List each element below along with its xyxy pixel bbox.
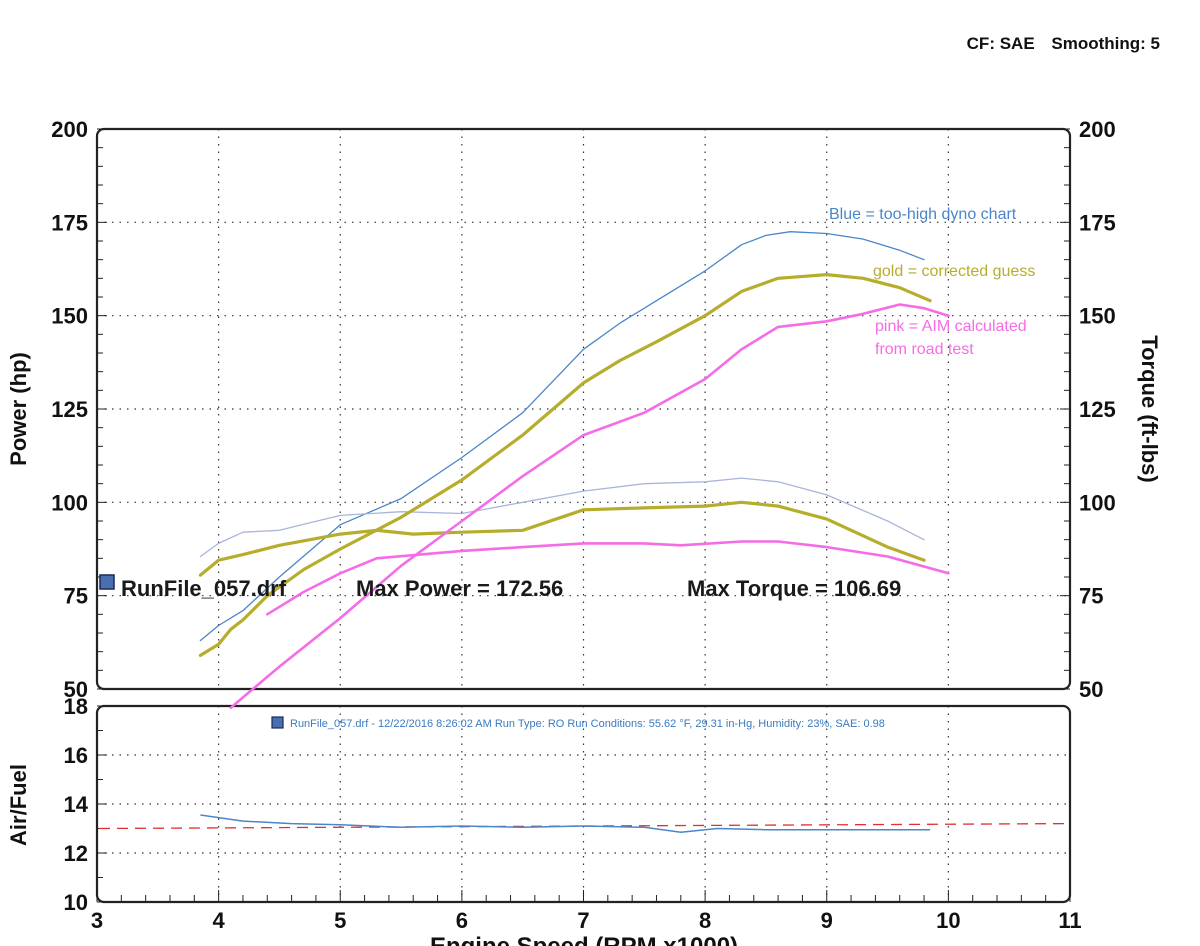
summary-file-label: RunFile_057.drf [121,576,287,601]
power-tick-label: 75 [64,584,88,609]
power-tick-label: 150 [51,304,88,329]
torque-tick-label: 75 [1079,584,1103,609]
file-icon [99,574,115,590]
rpm-tick-label: 9 [821,908,833,933]
chart-header: CF: SAE Smoothing: 5 [967,34,1160,54]
series-afr [200,814,931,833]
torque-axis-label: Torque (ft-lbs) [1137,335,1162,482]
power-tick-label: 50 [64,677,88,702]
afr-legend-text: RunFile_057.drf - 12/22/2016 8:26:02 AM … [290,718,885,730]
series-gold-power [198,273,932,657]
torque-tick-label: 50 [1079,677,1103,702]
annotation-gold: gold = corrected guess [873,263,1035,280]
annotation-blue: Blue = too-high dyno chart [829,206,1017,223]
series-blue-power [199,231,925,642]
afr-tick-label: 12 [64,841,88,866]
series-pink-torque [266,540,950,616]
power-axis-label: Power (hp) [6,352,31,466]
series-blue_light-torque [199,477,925,558]
power-tick-label: 200 [51,117,88,142]
torque-tick-label: 125 [1079,397,1116,422]
torque-tick-label: 150 [1079,304,1116,329]
afr-tick-label: 10 [64,890,88,915]
series-pink-power [229,303,950,709]
smoothing-label: Smoothing: 5 [1051,34,1160,53]
rpm-tick-label: 6 [456,908,468,933]
summary-max-power: Max Power = 172.56 [356,576,563,601]
rpm-tick-label: 11 [1058,908,1081,933]
torque-tick-label: 200 [1079,117,1116,142]
afr-grid [97,706,1070,902]
power-tick-label: 125 [51,397,88,422]
afr-tick-label: 18 [64,694,88,719]
rpm-tick-label: 8 [699,908,711,933]
rpm-tick-label: 5 [334,908,346,933]
torque-tick-label: 100 [1079,490,1116,515]
rpm-tick-label: 4 [213,908,226,933]
afr-series: RunFile_057.drf - 12/22/2016 8:26:02 AM … [98,716,1069,833]
afr-axis-label: Air/Fuel [6,764,31,846]
afr-tick-label: 14 [64,792,89,817]
power-tick-label: 100 [51,490,88,515]
power-grid [97,129,1070,689]
power-axis-ticks: 50 50 75 75 100 100 125 125 150 150 175 175 200 200 [51,117,1115,702]
rpm-tick-label: 10 [936,908,960,933]
correction-factor-label: CF: SAE [966,34,1035,53]
afr-axis-ticks: 10 12 14 16 18 3 4 5 6 7 8 9 10 11 [64,694,1082,933]
annotation-pink: from road test [875,341,974,358]
summary-max-torque: Max Torque = 106.69 [687,576,901,601]
dyno-series: Blue = too-high dyno chart gold = correct… [99,206,1035,709]
power-tick-label: 175 [51,210,88,235]
rpm-axis-label: Engine Speed (RPM x1000) [430,933,738,946]
torque-tick-label: 175 [1079,210,1116,235]
series-gold-torque [198,500,926,577]
annotation-pink: pink = AIM calculated [875,318,1027,335]
axis-labels: Power (hp) Torque (ft-lbs) Air/Fuel Engine … [6,335,1162,946]
rpm-tick-label: 3 [91,908,103,933]
afr-tick-label: 16 [64,743,88,768]
legend-file-icon [271,716,284,729]
rpm-tick-label: 7 [577,908,589,933]
